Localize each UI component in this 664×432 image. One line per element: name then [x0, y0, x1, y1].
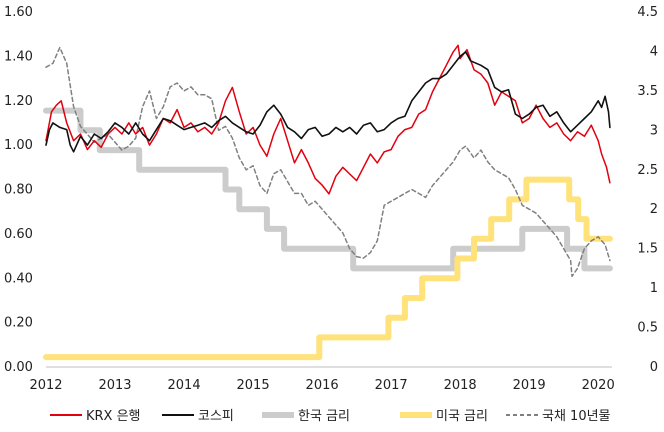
- y-right-tick-label: 2: [650, 202, 658, 217]
- y-left-tick-label: 0.80: [4, 183, 33, 198]
- y-right-tick-label: 1.5: [637, 242, 658, 257]
- legend-label-3: 한국 금리: [298, 409, 350, 424]
- series-line-2: [45, 51, 611, 153]
- y-right-tick-label: 4.5: [637, 5, 658, 20]
- y-left-tick-label: 0.60: [4, 227, 33, 242]
- y-right-axis-ticks: 0 0.5 1 1.5 2 2.5 3 3.5 4 4.5: [637, 5, 658, 375]
- legend-label-4: 미국 금리: [436, 409, 488, 424]
- legend: KRX 은행 코스피 한국 금리 미국 금리 국채 10년물: [50, 408, 611, 424]
- y-right-tick-label: 1: [650, 281, 658, 296]
- series-line-3: [43, 107, 613, 272]
- y-right-tick-label: 0: [650, 360, 658, 375]
- legend-label-1: KRX 은행: [86, 408, 141, 424]
- y-right-tick-label: 2.5: [637, 163, 658, 178]
- series-line-5: [45, 46, 611, 278]
- y-right-tick-label: 4: [650, 44, 658, 59]
- plot-series-layer: [43, 44, 613, 361]
- x-tick-label: 2016: [306, 378, 339, 393]
- y-left-tick-label: 1.40: [4, 49, 33, 64]
- y-left-tick-label: 0.40: [4, 271, 33, 286]
- x-tick-label: 2013: [98, 378, 131, 393]
- y-left-tick-label: 1.00: [4, 138, 33, 153]
- series-line-1: [45, 44, 611, 195]
- y-right-tick-label: 0.5: [637, 321, 658, 336]
- x-tick-label: 2015: [237, 378, 270, 393]
- x-axis-ticks: 2012 2013 2014 2015 2016 2017 2018 2019 2020: [29, 378, 614, 393]
- y-left-axis-ticks: 0.00 0.20 0.40 0.60 0.80 1.00 1.20 1.40 1.60: [4, 5, 33, 375]
- y-left-tick-label: 0.20: [4, 316, 33, 331]
- x-tick-label: 2017: [375, 378, 408, 393]
- x-tick-label: 2012: [29, 378, 62, 393]
- y-right-tick-label: 3.5: [637, 84, 658, 99]
- legend-label-5: 국채 10년물: [542, 409, 611, 424]
- y-left-tick-label: 1.20: [4, 94, 33, 109]
- y-left-tick-label: 1.60: [4, 5, 33, 20]
- x-tick-label: 2018: [444, 378, 477, 393]
- y-left-tick-label: 0.00: [4, 360, 33, 375]
- x-tick-label: 2014: [168, 378, 201, 393]
- legend-label-2: 코스피: [198, 409, 234, 424]
- series-line-4: [43, 176, 613, 361]
- y-right-tick-label: 3: [650, 123, 658, 138]
- x-tick-label: 2019: [513, 378, 546, 393]
- x-tick-label: 2020: [582, 378, 615, 393]
